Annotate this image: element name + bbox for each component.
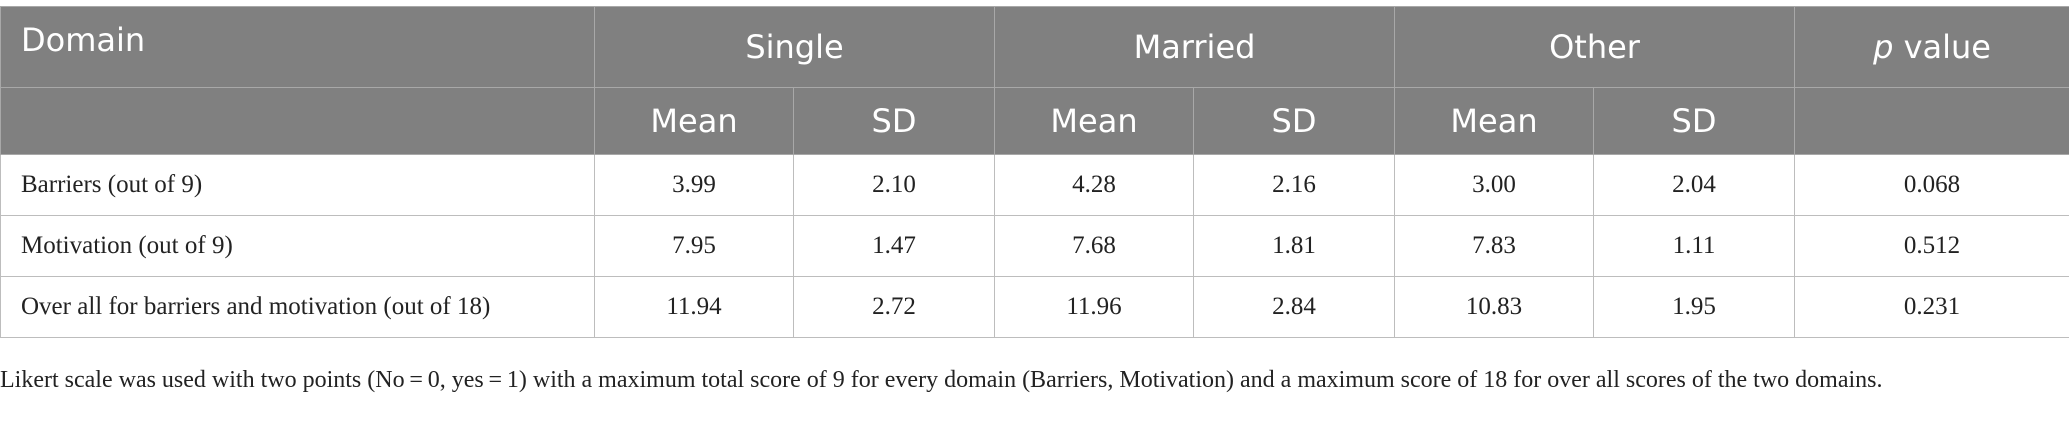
table-cell: 2.84 <box>1192 276 1396 338</box>
footnote: Likert scale was used with two points (N… <box>0 367 1883 393</box>
header-cell: SD <box>1593 87 1796 155</box>
header-cell <box>1794 87 2069 155</box>
table-cell: 2.04 <box>1593 154 1796 216</box>
table-cell: 1.11 <box>1593 215 1796 277</box>
header-cell: Married <box>993 6 1396 88</box>
header-cell: p value <box>1794 6 2069 88</box>
table-cell: 0.068 <box>1794 154 2069 216</box>
header-cell: Mean <box>994 87 1194 155</box>
header-cell: Domain <box>0 6 595 88</box>
table-cell: 0.231 <box>1794 276 2069 338</box>
table-cell: 3.99 <box>594 154 794 216</box>
table-cell: 1.81 <box>1192 215 1396 277</box>
table-cell: 2.72 <box>793 276 995 338</box>
table-cell: 7.83 <box>1394 215 1595 277</box>
table-cell: 11.94 <box>594 276 794 338</box>
header-cell: Other <box>1394 6 1796 88</box>
table-cell: 2.10 <box>793 154 995 216</box>
table-row: Motivation (out of 9) 7.95 1.47 7.68 1.81 7.8… <box>0 215 2069 277</box>
table-row: Barriers (out of 9) 3.99 2.10 4.28 2.16 3.00 2… <box>0 154 2069 216</box>
header-text: value <box>1903 28 1991 66</box>
header-cell: SD <box>793 87 995 155</box>
table-cell: 1.47 <box>793 215 995 277</box>
table-cell: 1.95 <box>1593 276 1796 338</box>
header-text: p <box>1873 28 1894 66</box>
table-cell: 7.95 <box>594 215 794 277</box>
table-cell: Motivation (out of 9) <box>0 215 595 277</box>
table-cell: 4.28 <box>994 154 1194 216</box>
header-cell: SD <box>1192 87 1396 155</box>
table-cell: 11.96 <box>994 276 1194 338</box>
header-cell: Single <box>594 6 995 88</box>
table-row: Over all for barriers and motivation (ou… <box>0 276 2069 338</box>
table-cell: 7.68 <box>994 215 1194 277</box>
table-cell: 0.512 <box>1794 215 2069 277</box>
header-cell: Mean <box>1394 87 1595 155</box>
header-cell <box>0 87 595 155</box>
table-cell: Over all for barriers and motivation (ou… <box>0 276 595 338</box>
table-cell: 3.00 <box>1394 154 1595 216</box>
table-cell: Barriers (out of 9) <box>0 154 595 216</box>
header-cell: Mean <box>594 87 794 155</box>
table-cell: 2.16 <box>1192 154 1396 216</box>
data-table: Domain Single Married Other p value Mean… <box>0 6 2069 338</box>
table-cell: 10.83 <box>1394 276 1595 338</box>
